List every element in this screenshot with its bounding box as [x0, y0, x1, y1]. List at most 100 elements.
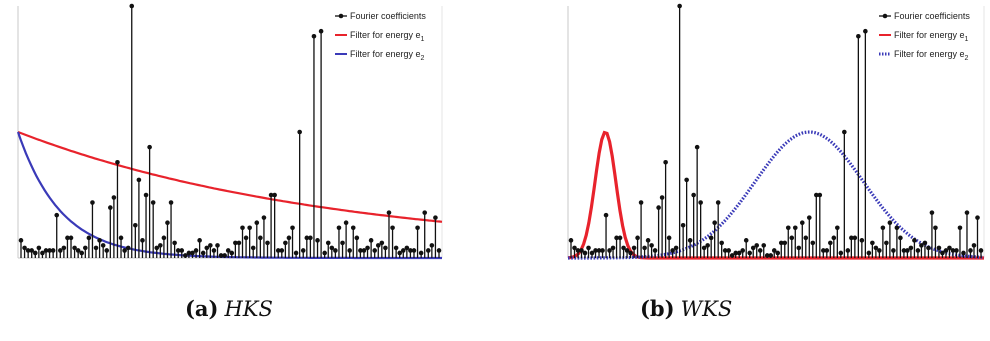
- stem-marker: [691, 192, 696, 198]
- stem: [308, 235, 313, 258]
- stem: [806, 215, 812, 258]
- stem-marker: [347, 248, 352, 253]
- stem: [803, 235, 809, 258]
- stem: [635, 235, 640, 258]
- stem: [733, 250, 739, 258]
- stem: [404, 245, 410, 258]
- stem-marker: [933, 225, 938, 231]
- stem-marker: [308, 235, 313, 241]
- stem-marker: [429, 243, 435, 248]
- stem-marker: [383, 245, 388, 251]
- stem: [186, 250, 192, 258]
- stem: [40, 250, 45, 258]
- stem-marker: [329, 245, 335, 251]
- stem-marker: [891, 248, 896, 253]
- stem: [761, 243, 767, 258]
- stem: [365, 245, 370, 258]
- stem: [32, 250, 38, 258]
- stem-marker: [680, 222, 686, 228]
- stem-marker: [789, 235, 795, 241]
- stem-marker: [645, 238, 651, 243]
- stem-marker: [279, 248, 285, 253]
- stem: [968, 248, 973, 258]
- stem-marker: [379, 240, 385, 246]
- stem: [856, 33, 861, 258]
- stem: [250, 245, 256, 258]
- stem-marker: [197, 238, 202, 243]
- stem: [208, 243, 213, 258]
- stem-marker: [315, 238, 320, 243]
- stem: [204, 245, 210, 258]
- stem-marker: [125, 245, 131, 251]
- stem: [197, 238, 202, 258]
- stem-marker: [663, 159, 668, 165]
- stem: [568, 238, 574, 258]
- stem-marker: [104, 248, 110, 253]
- stem: [743, 238, 749, 258]
- stem: [254, 220, 260, 258]
- stem: [887, 220, 893, 258]
- stem: [140, 238, 145, 258]
- stem: [645, 238, 651, 258]
- stem-marker: [586, 245, 591, 251]
- stem-marker: [719, 240, 724, 246]
- stem: [268, 192, 274, 258]
- stem: [694, 144, 700, 258]
- caption-hks-name: HKS: [224, 297, 273, 321]
- stem: [136, 177, 142, 258]
- stem-marker: [175, 248, 181, 253]
- stem: [179, 248, 185, 258]
- stem-marker: [161, 235, 167, 241]
- stem-marker: [659, 195, 665, 200]
- stem-marker: [568, 238, 574, 243]
- stem: [961, 250, 966, 258]
- stem-marker: [200, 250, 206, 256]
- stem-marker: [806, 215, 812, 220]
- stem: [726, 248, 731, 258]
- stem-marker: [877, 248, 882, 253]
- stem-marker: [418, 250, 424, 256]
- stem: [350, 225, 356, 258]
- stem: [898, 235, 903, 258]
- stem-marker: [666, 235, 672, 241]
- stem-marker: [813, 192, 819, 198]
- stem-marker: [150, 200, 156, 205]
- stem: [799, 220, 805, 258]
- stem: [950, 248, 956, 258]
- stem-marker: [208, 243, 213, 248]
- stem: [322, 250, 327, 258]
- stem-marker: [215, 243, 220, 248]
- stem: [168, 200, 174, 258]
- stem: [75, 248, 81, 258]
- stem: [154, 245, 160, 258]
- stem-marker: [926, 245, 931, 251]
- stem: [954, 248, 959, 258]
- stem: [340, 240, 345, 258]
- stem-marker: [694, 144, 700, 150]
- stem: [422, 210, 428, 258]
- stem-marker: [750, 245, 756, 251]
- caption-wks-tag: (b): [640, 296, 675, 321]
- stem: [831, 235, 837, 258]
- legend-label: Filter for energy e1: [894, 30, 969, 43]
- stem-marker: [743, 238, 749, 243]
- legend: Fourier coefficients Filter for energy e1…: [335, 11, 426, 62]
- stem: [104, 248, 110, 258]
- stem: [65, 235, 70, 258]
- stem: [764, 253, 770, 258]
- stem-marker: [579, 248, 584, 253]
- stem-marker: [684, 177, 689, 183]
- stem-marker: [712, 220, 717, 226]
- stem: [691, 192, 696, 258]
- caption-wks: (b) WKS: [640, 296, 732, 321]
- stem-marker: [708, 235, 714, 241]
- stem: [22, 245, 27, 258]
- stem: [722, 248, 728, 258]
- stem-marker: [607, 248, 612, 253]
- stem: [275, 248, 281, 258]
- stem-marker: [698, 200, 703, 205]
- stem-marker: [975, 215, 980, 220]
- stem: [72, 245, 77, 258]
- stem: [122, 248, 127, 258]
- legend-swatch-marker: [882, 13, 888, 19]
